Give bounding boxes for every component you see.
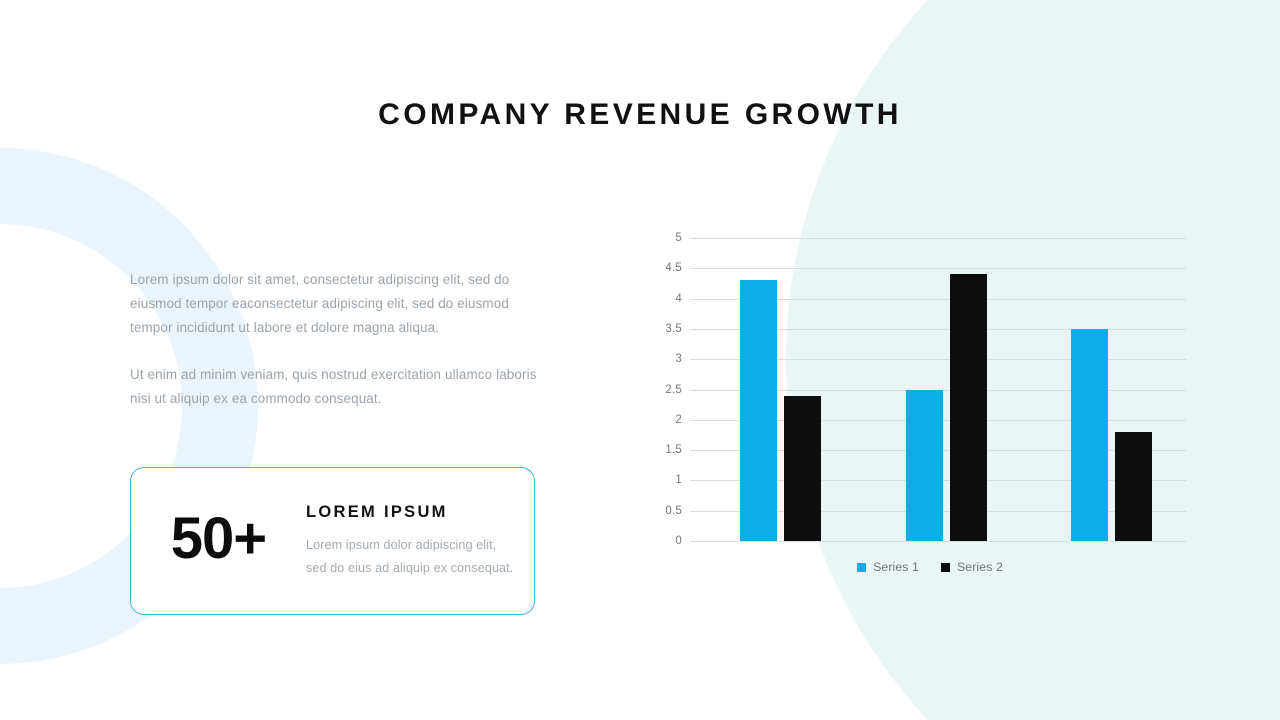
stat-number: 50+ xyxy=(170,506,267,571)
stat-card: 50+ LOREM IPSUM Lorem ipsum dolor adipis… xyxy=(130,467,535,615)
chart-bar xyxy=(740,280,778,541)
body-paragraph-1: Lorem ipsum dolor sit amet, consectetur … xyxy=(130,272,510,335)
legend-swatch-icon xyxy=(857,562,867,572)
y-axis-tick-label: 2 xyxy=(675,413,682,426)
gridline xyxy=(690,238,1186,239)
chart-bar xyxy=(905,389,943,541)
y-axis-tick-label: 3.5 xyxy=(665,322,682,335)
legend-label: Series 2 xyxy=(957,560,1003,574)
chart-bar xyxy=(784,395,822,541)
y-axis-tick-labels: 5 4.5 4 3.5 3 2.5 2 1.5 1 0.5 0 xyxy=(640,232,682,547)
chart-bar xyxy=(949,274,987,541)
chart-bar xyxy=(1114,431,1152,541)
page-title: COMPANY REVENUE GROWTH xyxy=(378,98,902,131)
chart-plot-area xyxy=(690,238,1186,542)
chart-bar xyxy=(1070,328,1108,541)
y-axis-tick-label: 3 xyxy=(675,353,682,366)
body-copy: Lorem ipsum dolor sit amet, consectetur … xyxy=(130,268,542,411)
legend-item[interactable]: Series 2 xyxy=(941,560,1003,574)
legend-swatch-icon xyxy=(941,562,950,572)
stat-card-body: LOREM IPSUM Lorem ipsum dolor adipiscing… xyxy=(306,503,534,580)
legend-item[interactable]: Series 1 xyxy=(857,560,919,574)
gridline xyxy=(690,359,1186,361)
gridline xyxy=(690,298,1186,300)
body-paragraph-2: Ut enim ad minim veniam, quis nostrud ex… xyxy=(130,367,537,407)
y-axis-tick-label: 5 xyxy=(675,232,682,244)
chart-legend: Series 1 Series 2 xyxy=(640,560,1220,574)
y-axis-tick-label: 0 xyxy=(675,535,682,547)
y-axis-tick-label: 2.5 xyxy=(665,383,682,396)
y-axis-tick-label: 1.5 xyxy=(665,444,682,457)
gridline xyxy=(690,268,1186,270)
y-axis-tick-label: 4 xyxy=(675,292,682,305)
stat-card-text: Lorem ipsum dolor adipiscing elit, sed d… xyxy=(306,537,514,575)
gridline xyxy=(690,541,1186,542)
revenue-bar-chart: 5 4.5 4 3.5 3 2.5 2 1.5 1 0.5 0 Series 1 Series 2 xyxy=(640,215,1220,585)
legend-label: Series 1 xyxy=(873,560,919,574)
stat-card-heading: LOREM IPSUM xyxy=(306,502,448,521)
gridline xyxy=(690,328,1186,330)
y-axis-tick-label: 4.5 xyxy=(665,262,682,275)
y-axis-tick-label: 1 xyxy=(675,474,682,487)
y-axis-tick-label: 0.5 xyxy=(665,504,682,517)
